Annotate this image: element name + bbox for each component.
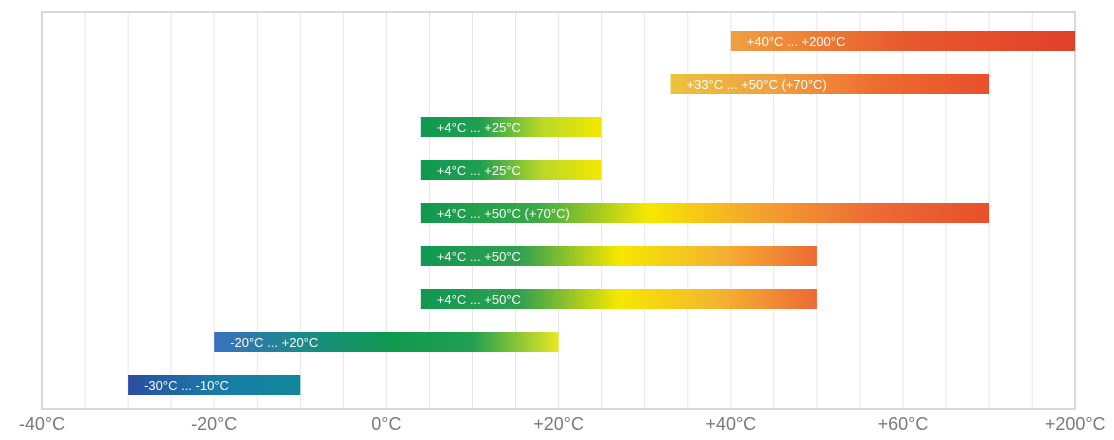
range-bar: +33°C ... +50°C (+70°C) (670, 74, 989, 94)
x-tick-label: 0°C (371, 414, 401, 434)
range-bar: +40°C ... +200°C (730, 31, 1075, 51)
range-bars: +40°C ... +200°C +33°C ... +50°C (+70°C) +… (128, 31, 1075, 395)
range-bar-rect (420, 160, 602, 180)
range-bar-label: +4°C ... +50°C (437, 249, 521, 264)
range-bar-rect (420, 289, 817, 309)
range-bar: -20°C ... +20°C (214, 332, 559, 352)
range-bar: +4°C ... +25°C (420, 160, 602, 180)
x-axis-ticks: -40°C -20°C 0°C +20°C +40°C +60°C +200°C (19, 414, 1106, 434)
x-tick-label: -40°C (19, 414, 65, 434)
range-bar-label: -30°C ... -10°C (144, 378, 229, 393)
range-bar: +4°C ... +50°C (420, 289, 817, 309)
range-bar: +4°C ... +50°C (+70°C) (420, 203, 989, 223)
range-bar-rect (730, 31, 1075, 51)
range-bar-label: +4°C ... +50°C (+70°C) (437, 206, 570, 221)
range-bar-label: +33°C ... +50°C (+70°C) (687, 77, 827, 92)
x-tick-label: +40°C (705, 414, 756, 434)
x-tick-label: +60°C (878, 414, 929, 434)
range-bar-rect (670, 74, 989, 94)
range-bar-label: +4°C ... +50°C (437, 292, 521, 307)
range-bar-label: +4°C ... +25°C (437, 163, 521, 178)
range-bar: +4°C ... +25°C (420, 117, 602, 137)
range-bar-rect (420, 117, 602, 137)
range-bar: -30°C ... -10°C (128, 375, 301, 395)
range-bar-rect (420, 203, 989, 223)
range-bar-rect (214, 332, 559, 352)
x-tick-label: +200°C (1045, 414, 1106, 434)
range-bar-label: -20°C ... +20°C (230, 335, 318, 350)
x-tick-label: +20°C (533, 414, 584, 434)
plot-frame (41, 11, 1076, 410)
range-bar-label: +4°C ... +25°C (437, 120, 521, 135)
range-bar: +4°C ... +50°C (420, 246, 817, 266)
range-bar-rect (128, 375, 301, 395)
range-bar-rect (420, 246, 817, 266)
x-tick-label: -20°C (191, 414, 237, 434)
range-bar-label: +40°C ... +200°C (747, 34, 846, 49)
